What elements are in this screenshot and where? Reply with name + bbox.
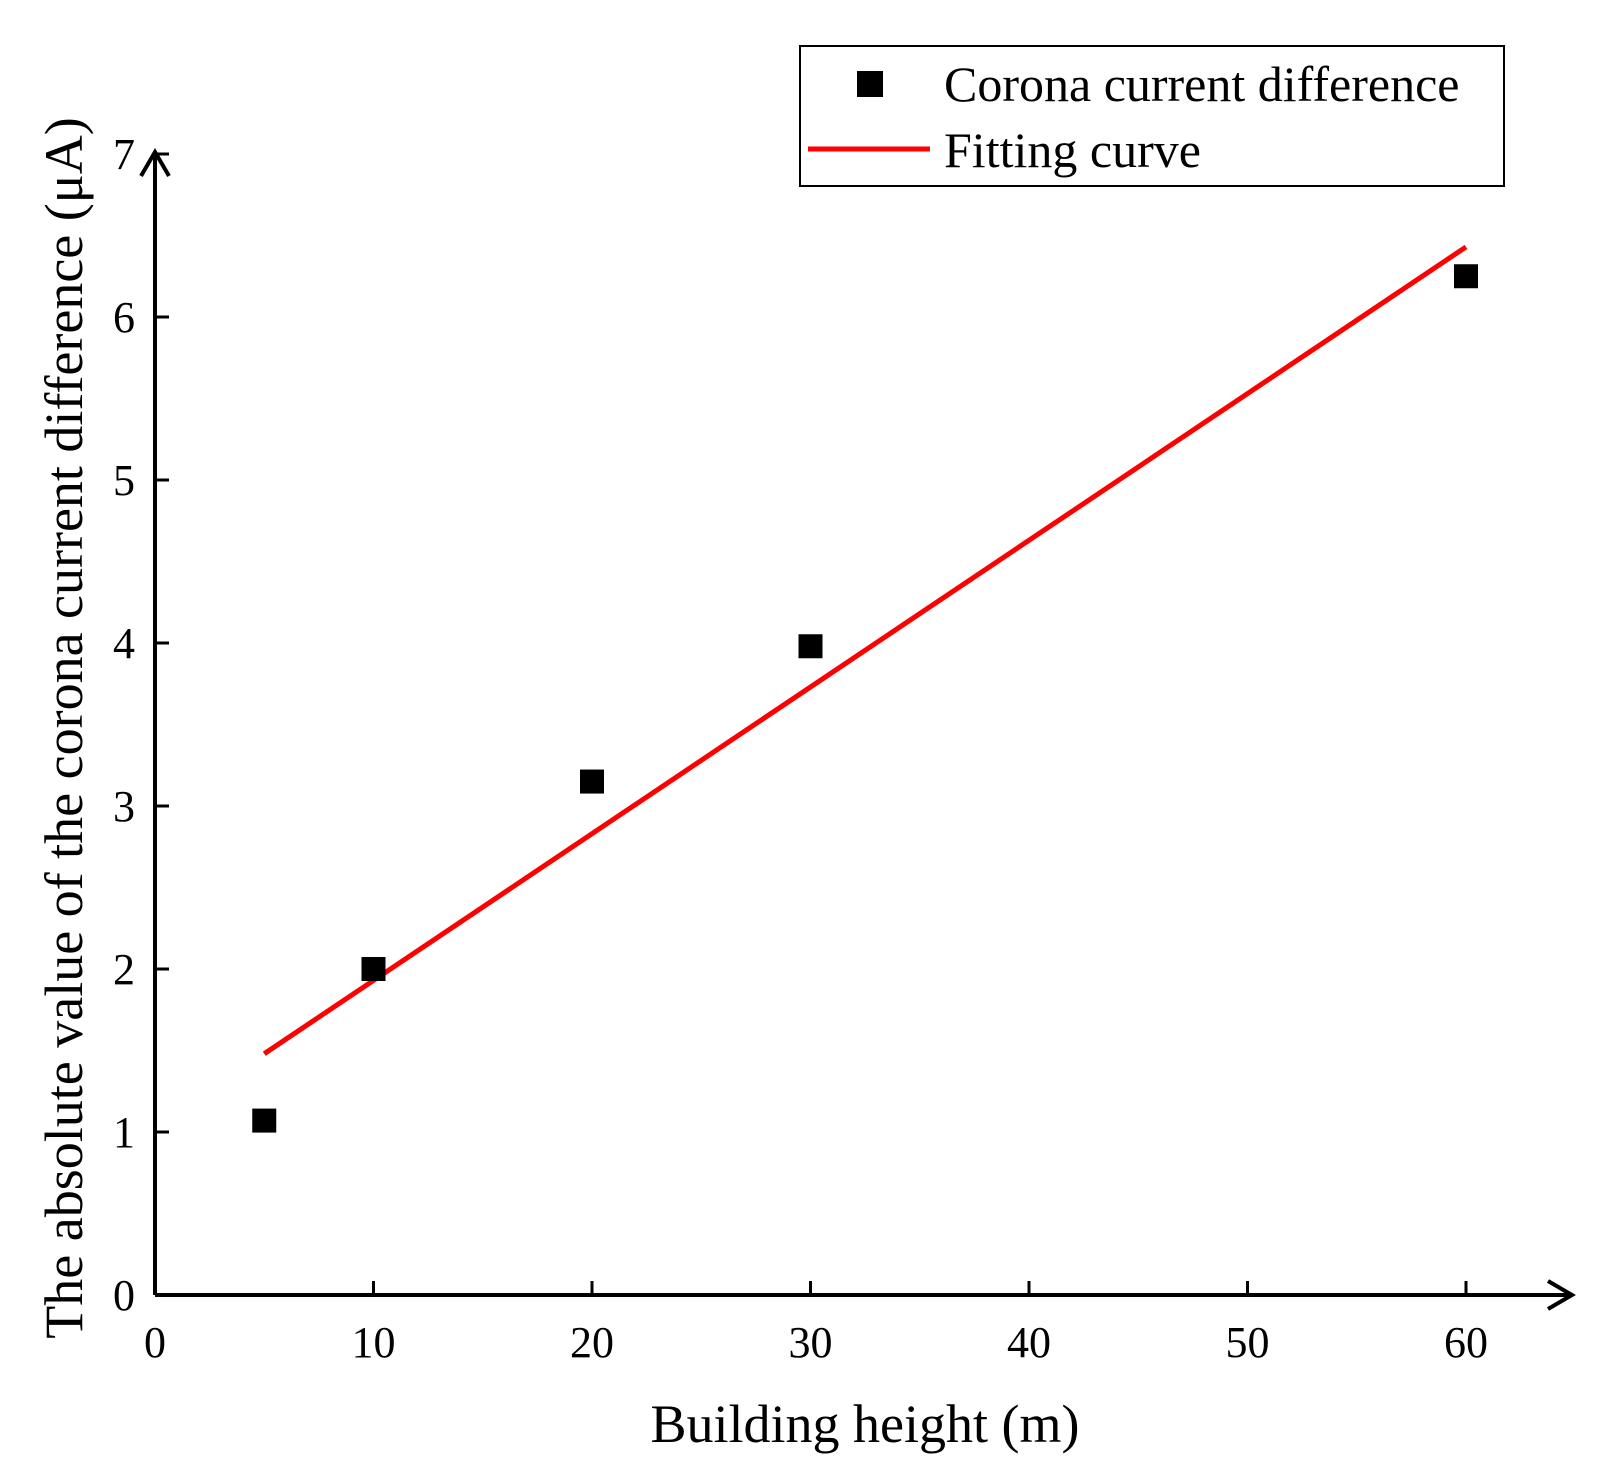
y-tick-label: 7 <box>113 130 135 179</box>
y-axis-title: The absolute value of the corona current… <box>34 117 94 1338</box>
x-tick-label: 0 <box>144 1318 166 1367</box>
x-tick-label: 20 <box>570 1318 614 1367</box>
x-tick-label: 40 <box>1007 1318 1051 1367</box>
y-axis-arrow <box>139 148 171 178</box>
legend-label-corona: Corona current difference <box>944 56 1459 112</box>
x-axis-arrow <box>1546 1279 1576 1311</box>
y-tick-label: 0 <box>113 1271 135 1320</box>
fitting-curve-line <box>262 244 1468 1056</box>
x-tick-label: 50 <box>1226 1318 1270 1367</box>
y-tick-label: 1 <box>113 1108 135 1157</box>
y-tick-label: 3 <box>113 782 135 831</box>
legend-box <box>799 45 1505 187</box>
y-ticks: 0 1 2 3 4 5 6 7 <box>113 130 169 1320</box>
y-tick-label: 5 <box>113 456 135 505</box>
fitting-curve-layer <box>262 244 1468 1056</box>
legend-marker-square <box>857 71 883 97</box>
x-tick-label: 60 <box>1444 1318 1488 1367</box>
y-tick-label: 2 <box>113 945 135 994</box>
data-point <box>252 1108 277 1133</box>
y-tick-label: 4 <box>113 619 135 668</box>
x-axis-title: Building height (m) <box>651 1394 1080 1454</box>
data-point <box>580 769 604 794</box>
axes <box>139 148 1576 1311</box>
y-tick-label: 6 <box>113 293 135 342</box>
legend: Corona current difference Fitting curve <box>799 45 1505 187</box>
data-point <box>1454 264 1478 289</box>
x-ticks: 0 10 20 30 40 50 60 <box>144 1281 1488 1367</box>
x-tick-label: 30 <box>789 1318 833 1367</box>
data-point <box>361 957 386 981</box>
data-point <box>798 634 823 659</box>
legend-label-fitting: Fitting curve <box>944 122 1201 178</box>
x-tick-label: 10 <box>352 1318 396 1367</box>
scatter-points-layer <box>252 264 1478 1133</box>
